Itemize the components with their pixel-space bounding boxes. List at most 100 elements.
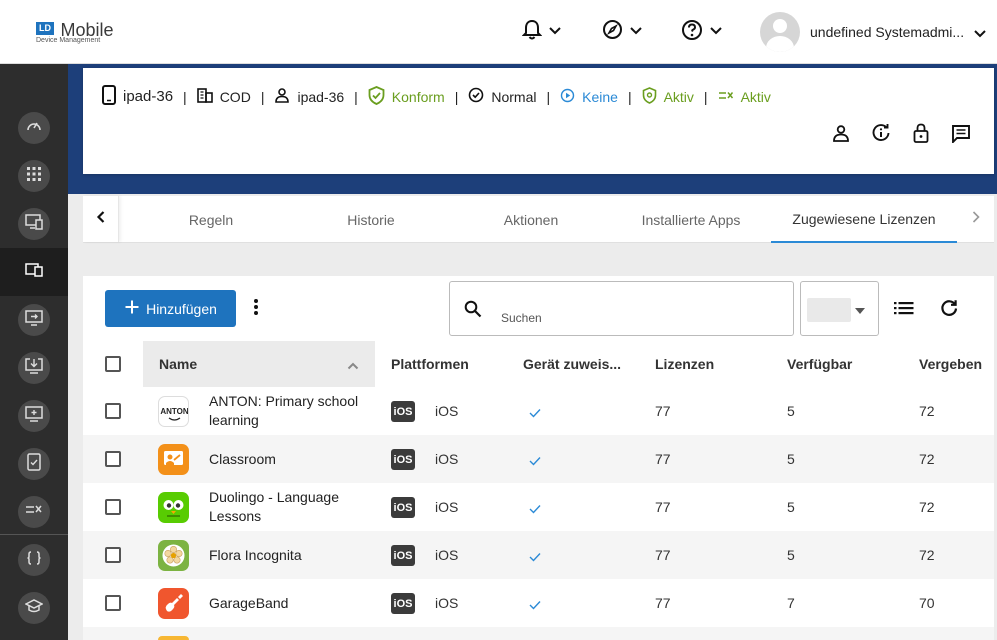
- plus-icon: [124, 299, 140, 318]
- tab-aktionen[interactable]: Aktionen: [503, 211, 559, 228]
- add-button[interactable]: Hinzufügen: [105, 290, 236, 327]
- sidebar-item-scripts[interactable]: [0, 536, 68, 584]
- separator: |: [183, 88, 187, 105]
- more-options-button[interactable]: [249, 298, 263, 320]
- duolingo-app-icon: [158, 492, 189, 523]
- sidebar-item-remote[interactable]: [0, 200, 68, 248]
- assigned-value: 72: [919, 451, 935, 467]
- table-row[interactable]: GarageBand iOS iOS 77 7 70: [83, 579, 994, 627]
- row-checkbox[interactable]: [105, 403, 121, 419]
- refresh-button[interactable]: [938, 299, 960, 322]
- platform-label: iOS: [435, 595, 459, 611]
- user-assign-icon[interactable]: [830, 122, 852, 144]
- filter-select[interactable]: [800, 281, 879, 336]
- assigned-value: 72: [919, 499, 935, 515]
- search-input[interactable]: Suchen: [449, 281, 794, 336]
- anton-app-icon: ANTON: [158, 396, 189, 427]
- filter-value: [807, 298, 851, 322]
- gauge-icon: [26, 118, 42, 139]
- select-all-checkbox[interactable]: [105, 356, 121, 372]
- sidebar-item-devices[interactable]: [0, 248, 68, 296]
- column-header-available[interactable]: Verfügbar: [787, 356, 853, 372]
- download-screen-icon: [25, 357, 43, 379]
- garageband-app-icon: [158, 588, 189, 619]
- table-row[interactable]: Classroom iOS iOS 77 5 72: [83, 435, 994, 483]
- refresh-icon: [940, 299, 958, 322]
- assigned-value: 72: [919, 403, 935, 419]
- tab-zugewiesene-lizenzen[interactable]: Zugewiesene Lizenzen: [771, 196, 957, 243]
- sidebar-item-compliance[interactable]: [0, 440, 68, 488]
- devices-icon: [25, 262, 43, 282]
- chevron-left-icon: [96, 210, 106, 229]
- notifications-menu[interactable]: [521, 19, 562, 43]
- row-checkbox[interactable]: [105, 547, 121, 563]
- ios-platform-icon: iOS: [391, 401, 415, 422]
- action-item: Keine: [560, 88, 618, 106]
- tab-regeln[interactable]: Regeln: [188, 211, 234, 228]
- checkmark-icon: [529, 501, 541, 519]
- row-checkbox[interactable]: [105, 451, 121, 467]
- column-header-name[interactable]: Name: [143, 341, 375, 387]
- sidebar-item-install[interactable]: [0, 344, 68, 392]
- graduation-cap-icon: [24, 598, 44, 619]
- shield-lock-icon: [642, 86, 657, 107]
- column-header-licenses[interactable]: Lizenzen: [655, 356, 715, 372]
- caret-down-icon: [855, 308, 865, 314]
- message-icon[interactable]: [950, 122, 972, 144]
- list-view-button[interactable]: [893, 300, 915, 320]
- sidebar-item-apps[interactable]: [0, 152, 68, 200]
- policy-item: Aktiv: [718, 89, 771, 105]
- table-row[interactable]: Duolingo - Language Lessons iOS iOS 77 5…: [83, 483, 994, 531]
- tab-installierte-apps[interactable]: Installierte Apps: [641, 211, 741, 228]
- search-icon: [464, 300, 482, 323]
- ios-platform-icon: iOS: [391, 497, 415, 518]
- monitor-device-icon: [25, 213, 43, 235]
- table-row[interactable]: [83, 627, 994, 640]
- column-label: Name: [159, 356, 198, 372]
- table-row[interactable]: Flora Incognita iOS iOS 77 5 72: [83, 531, 994, 579]
- flora-incognita-app-icon: [158, 540, 189, 571]
- tab-historie[interactable]: Historie: [347, 211, 395, 228]
- explore-menu[interactable]: [602, 20, 643, 43]
- logo[interactable]: LD Mobile Device Management: [36, 20, 114, 44]
- separator: |: [454, 88, 459, 105]
- row-checkbox[interactable]: [105, 499, 121, 515]
- mode-item: Normal: [468, 87, 536, 106]
- avatar[interactable]: [760, 12, 800, 52]
- sidebar-item-screens[interactable]: [0, 392, 68, 440]
- chevron-down-icon[interactable]: [973, 26, 987, 44]
- platform-label: iOS: [435, 547, 459, 563]
- row-checkbox-cell: [105, 435, 121, 483]
- info-refresh-icon[interactable]: [870, 122, 892, 144]
- ios-platform-icon: iOS: [391, 545, 415, 566]
- lock-icon[interactable]: [910, 122, 932, 144]
- available-value: 5: [787, 547, 795, 563]
- sidebar-item-education[interactable]: [0, 584, 68, 632]
- sidebar-item-deploy[interactable]: [0, 296, 68, 344]
- building-icon: [196, 87, 213, 106]
- help-icon: [681, 19, 703, 46]
- column-header-device-assign[interactable]: Gerät zuweis...: [523, 356, 622, 372]
- separator: |: [703, 88, 708, 105]
- table-row[interactable]: ANTON ANTON: Primary school learning iOS…: [83, 387, 994, 435]
- available-value: 7: [787, 595, 795, 611]
- ios-platform-icon: iOS: [391, 449, 415, 470]
- licenses-panel: Hinzufügen Suchen Name Plattformen Gerät…: [83, 276, 994, 640]
- logo-badge: LD: [36, 22, 54, 35]
- row-checkbox[interactable]: [105, 595, 121, 611]
- tabs-scroll-left[interactable]: [83, 196, 119, 242]
- separator: |: [546, 88, 551, 105]
- tabs-scroll-right[interactable]: [958, 196, 994, 242]
- action-status: Keine: [582, 88, 618, 105]
- grid-icon: [27, 166, 41, 186]
- column-header-platforms[interactable]: Plattformen: [391, 356, 469, 372]
- logo-title: Mobile: [60, 20, 114, 40]
- sidebar-item-policies[interactable]: [0, 488, 68, 536]
- sidebar-item-dashboard[interactable]: [0, 104, 68, 152]
- user-name[interactable]: undefined Systemadmi...: [810, 24, 965, 40]
- column-header-assigned[interactable]: Vergeben: [919, 356, 983, 372]
- rules-icon: [25, 503, 43, 522]
- phone-check-icon: [27, 452, 41, 476]
- help-menu[interactable]: [681, 19, 723, 46]
- app-name: GarageBand: [209, 594, 289, 611]
